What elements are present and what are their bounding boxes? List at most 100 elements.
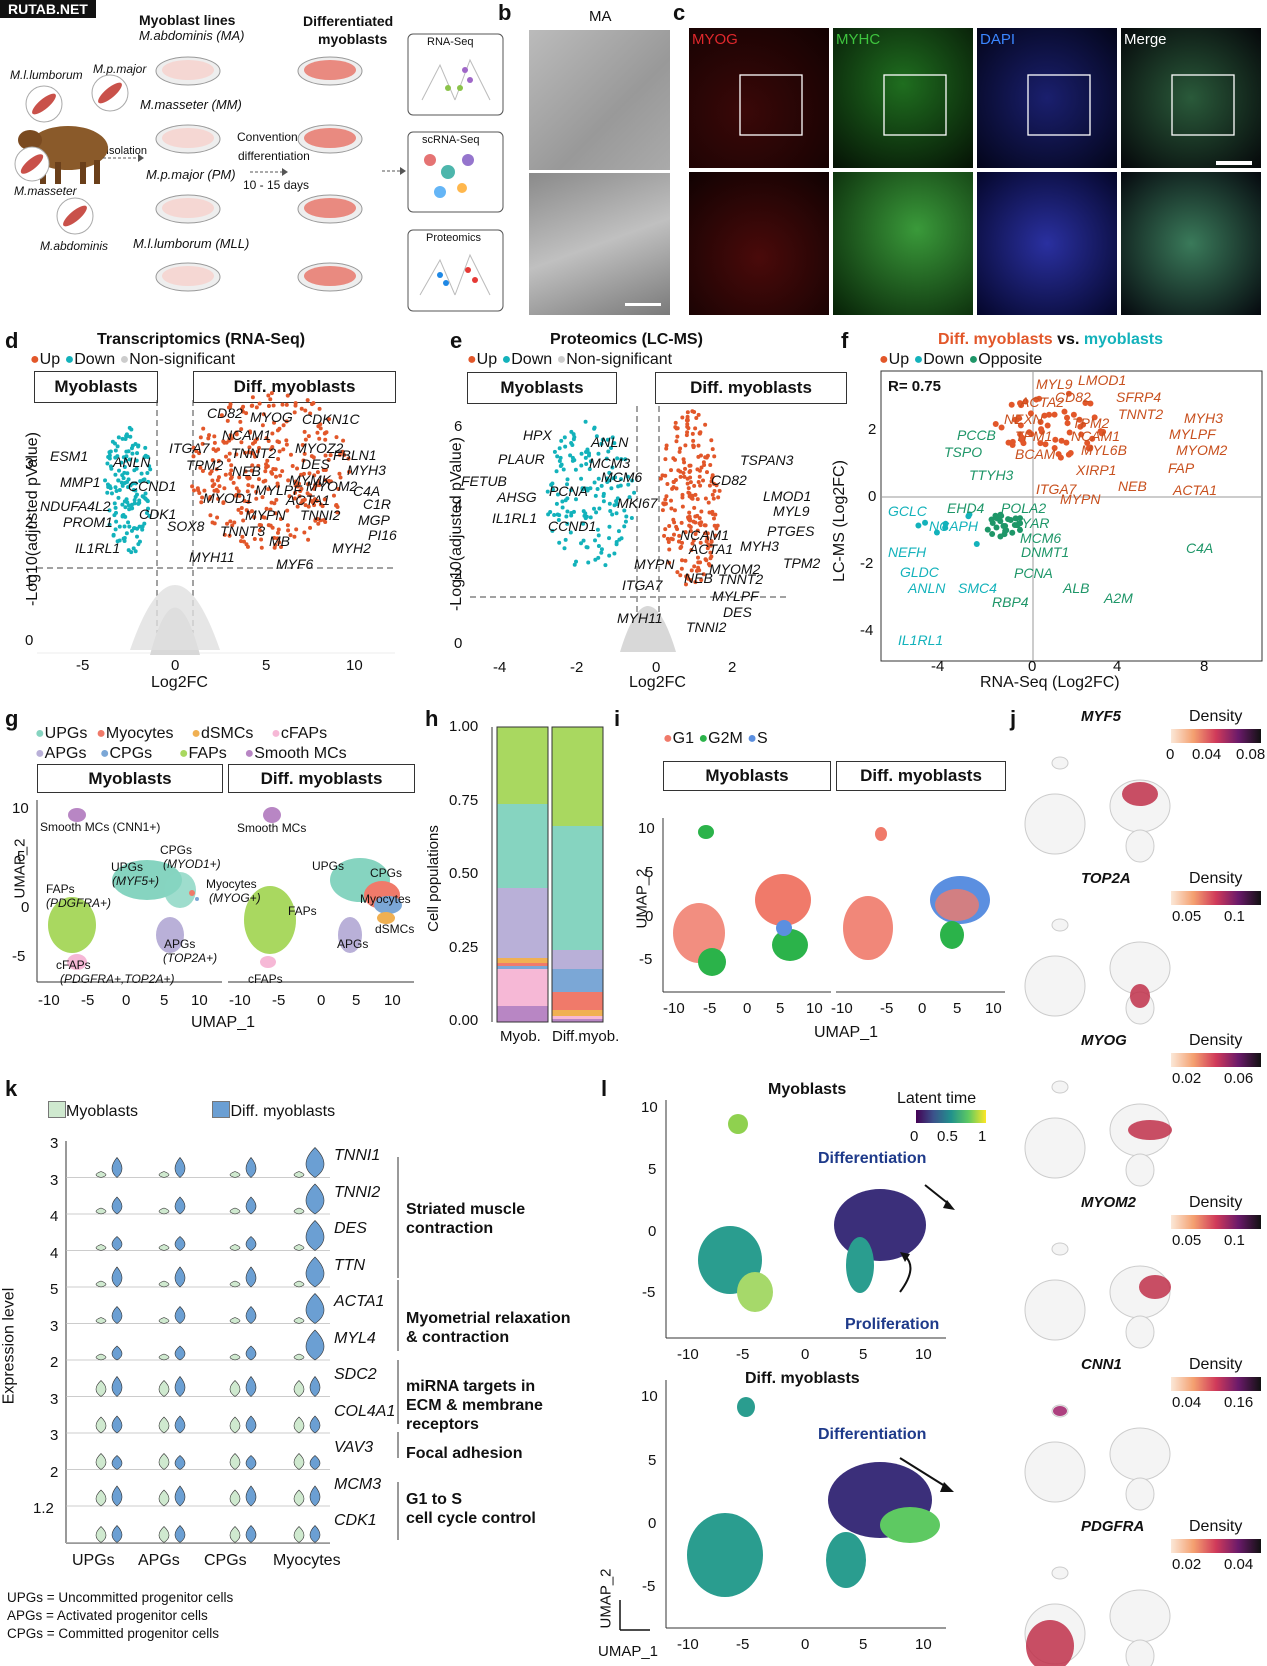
data-point [227, 533, 232, 538]
data-point [323, 478, 328, 483]
data-point [691, 538, 696, 543]
data-point [676, 468, 681, 473]
data-point [116, 435, 121, 440]
data-point [671, 479, 676, 484]
data-point [687, 510, 692, 515]
density-tick: 0.04 [1192, 746, 1222, 763]
data-point [610, 512, 615, 517]
myhc-image [833, 28, 973, 168]
data-point [679, 558, 684, 563]
data-point [148, 467, 153, 472]
velocity-umap-l [619, 1100, 955, 1631]
x-tick: -5 [81, 992, 95, 1009]
line-mll: M.l.lumborum (MLL) [133, 236, 250, 251]
gene-label: NCAM1 [222, 427, 272, 443]
data-point [685, 481, 690, 486]
data-point [555, 454, 560, 459]
data-point [226, 458, 231, 463]
data-point [693, 492, 698, 497]
data-point [270, 431, 275, 436]
data-point [669, 498, 674, 503]
data-point [227, 438, 232, 443]
data-point [632, 490, 637, 495]
data-point [107, 456, 112, 461]
data-point [625, 474, 630, 479]
data-point [308, 411, 313, 416]
data-point [682, 460, 687, 465]
data-point [630, 478, 635, 483]
data-point [560, 505, 565, 510]
data-point [626, 482, 631, 487]
x-tick: Myocytes [273, 1552, 341, 1569]
data-point [144, 510, 149, 515]
data-point [312, 473, 317, 478]
violin [229, 1380, 241, 1397]
violin-gene-label: CDK1 [334, 1512, 377, 1529]
y-tick: 4 [454, 497, 463, 514]
violin [245, 1485, 257, 1507]
header-box: Diff. myoblasts [193, 371, 396, 403]
data-point [269, 500, 274, 505]
data-point [662, 502, 667, 507]
gene-label: NCAM1 [680, 527, 730, 543]
data-point [709, 539, 714, 544]
data-point [133, 549, 138, 554]
gene-label: FBLN1 [333, 447, 377, 463]
violin [293, 1317, 305, 1324]
violin [158, 1453, 170, 1470]
density-tick: 0.05 [1172, 1232, 1202, 1249]
volcano-plot-e [470, 406, 790, 652]
data-point [603, 563, 608, 568]
data-point [277, 540, 282, 545]
data-point [712, 454, 717, 459]
data-point [327, 479, 332, 484]
group-label: Striated muscle [406, 1201, 526, 1218]
data-point [601, 493, 606, 498]
data-point [989, 531, 996, 538]
violin [158, 1380, 170, 1397]
data-point [998, 424, 1005, 431]
data-point [678, 474, 683, 479]
data-point [195, 486, 200, 491]
data-point [605, 437, 610, 442]
data-point [210, 458, 215, 463]
panel-label: d [5, 328, 19, 353]
data-point [683, 466, 688, 471]
days-label: 10 - 15 days [243, 178, 310, 192]
data-point [594, 510, 599, 515]
assay-label: Proteomics [426, 232, 482, 244]
data-point [234, 430, 239, 435]
data-point [134, 458, 139, 463]
data-point [973, 540, 980, 547]
data-point [331, 493, 336, 498]
data-point [191, 454, 196, 459]
data-point [562, 546, 567, 551]
gene-label: IL1RL1 [492, 510, 538, 526]
data-point [1100, 428, 1107, 435]
data-point [256, 463, 261, 468]
umap-g [36, 800, 414, 983]
data-point [675, 570, 680, 575]
data-point [121, 455, 126, 460]
data-point [609, 486, 614, 491]
data-point [244, 508, 249, 513]
gene-label: SOX8 [167, 518, 205, 534]
gene-label: MGP [358, 512, 390, 528]
data-point [109, 491, 114, 496]
data-point [619, 457, 624, 462]
data-point [593, 538, 598, 543]
data-point [323, 437, 328, 442]
data-point [127, 524, 132, 529]
violin [174, 1157, 186, 1178]
data-point [709, 554, 714, 559]
cluster-label: FAPs [46, 882, 75, 896]
cluster-label: (MYF5+) [112, 874, 160, 888]
data-point [132, 501, 137, 506]
data-point [1042, 441, 1049, 448]
gene-label: IL1RL1 [75, 540, 121, 556]
panel-a-graphic [14, 33, 504, 312]
data-point [112, 441, 117, 446]
violin [174, 1306, 186, 1324]
